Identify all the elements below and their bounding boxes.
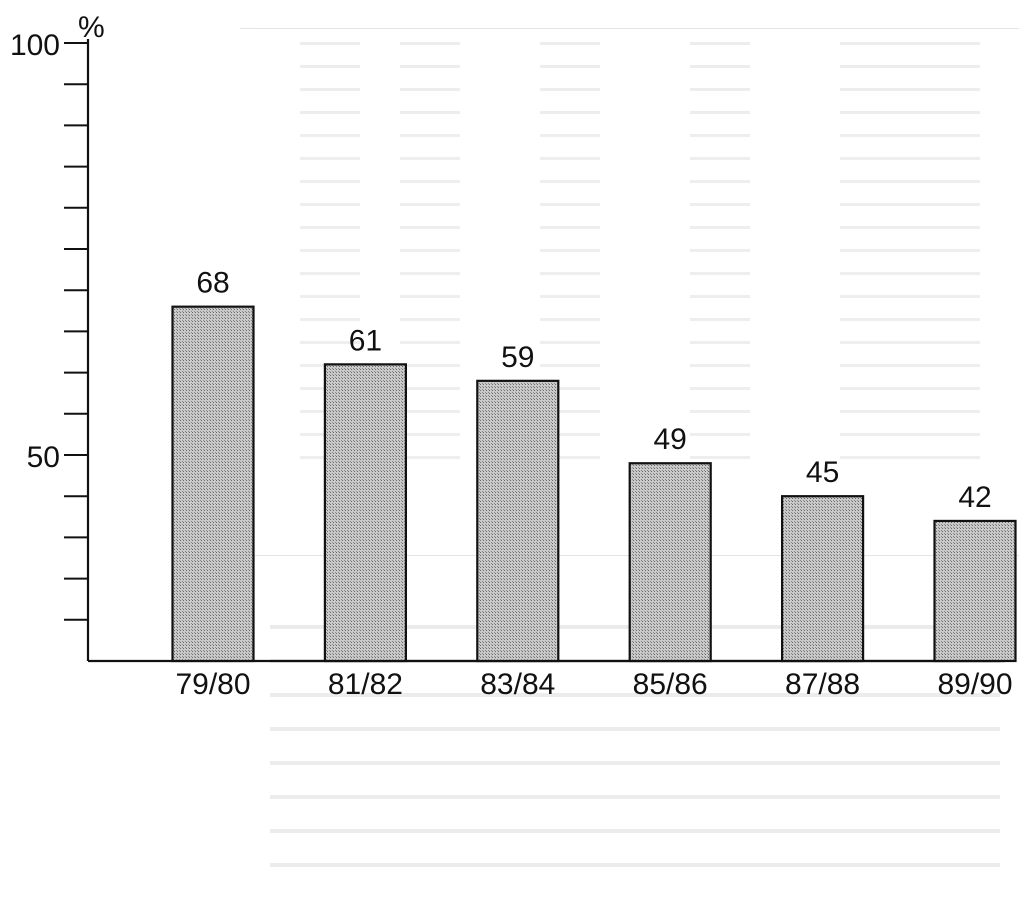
x-tick-label-85-86: 85/86 — [633, 668, 708, 701]
bar-87-88 — [780, 495, 865, 663]
x-tick-label-79-80: 79/80 — [175, 668, 250, 701]
data-label-81-82: 61 — [349, 324, 382, 357]
data-label-89-90: 42 — [958, 481, 991, 514]
x-tick-label-87-88: 87/88 — [785, 668, 860, 701]
x-tick-label-89-90: 89/90 — [937, 668, 1012, 701]
data-label-79-80: 68 — [196, 267, 229, 300]
x-tick-label-83-84: 83/84 — [480, 668, 555, 701]
bar-79-80 — [171, 305, 255, 663]
bar-83-84 — [476, 379, 560, 663]
y-tick-label-50: 50 — [27, 441, 60, 474]
y-tick-label-100: 100 — [10, 29, 60, 62]
y-axis-unit-label: % — [78, 11, 105, 44]
data-label-83-84: 59 — [501, 341, 534, 374]
bar-85-86 — [628, 462, 712, 663]
bar-81-82 — [323, 363, 407, 663]
data-label-85-86: 49 — [654, 423, 687, 456]
bar-89-90 — [933, 519, 1017, 663]
x-tick-label-81-82: 81/82 — [328, 668, 403, 701]
data-label-87-88: 45 — [806, 456, 839, 489]
